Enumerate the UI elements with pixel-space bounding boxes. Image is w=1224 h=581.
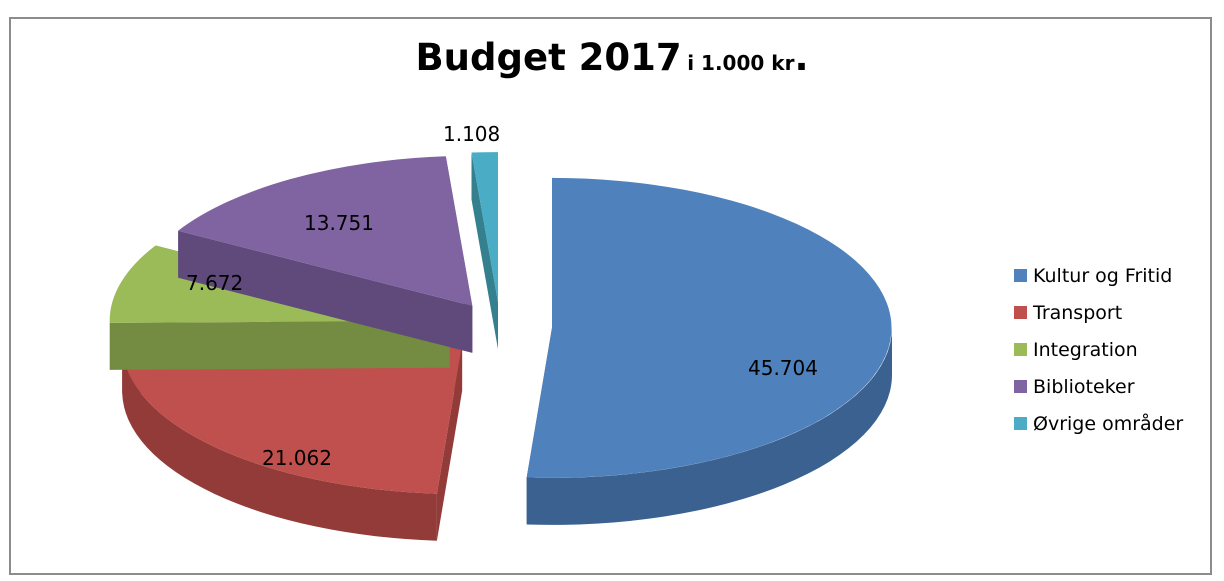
legend-swatch — [1014, 343, 1027, 356]
legend-label: Øvrige områder — [1033, 412, 1184, 435]
data-label: 13.751 — [304, 211, 374, 235]
legend-label: Biblioteker — [1033, 375, 1135, 398]
legend: Kultur og Fritid Transport Integration B… — [1014, 257, 1214, 442]
legend-swatch — [1014, 269, 1027, 282]
chart-title: Budget 2017 i 1.000 kr. — [0, 36, 1224, 79]
legend-item: Kultur og Fritid — [1014, 257, 1214, 294]
chart-title-sub: i 1.000 kr — [687, 51, 795, 75]
data-label: 1.108 — [443, 122, 500, 146]
legend-label: Transport — [1033, 301, 1123, 324]
pie-slice — [122, 344, 463, 494]
legend-label: Integration — [1033, 338, 1138, 361]
legend-item: Øvrige områder — [1014, 405, 1214, 442]
pie-slice — [526, 177, 892, 478]
pie-slice-wall — [122, 346, 437, 541]
pie-slice-side — [178, 230, 473, 353]
legend-swatch — [1014, 417, 1027, 430]
legend-item: Biblioteker — [1014, 368, 1214, 405]
data-label: 7.672 — [186, 271, 243, 295]
pie-slice-wall — [526, 327, 892, 525]
chart-title-end: . — [794, 36, 809, 79]
legend-item: Integration — [1014, 331, 1214, 368]
pie-slice-side — [471, 152, 498, 350]
pie-slice — [471, 152, 498, 303]
chart-title-main: Budget 2017 — [415, 36, 682, 79]
pie-slice — [178, 156, 473, 306]
data-label: 21.062 — [262, 446, 332, 470]
data-label: 45.704 — [748, 356, 818, 380]
legend-swatch — [1014, 306, 1027, 319]
legend-item: Transport — [1014, 294, 1214, 331]
pie-slice-side — [436, 344, 463, 541]
legend-label: Kultur og Fritid — [1033, 264, 1173, 287]
legend-swatch — [1014, 380, 1027, 393]
